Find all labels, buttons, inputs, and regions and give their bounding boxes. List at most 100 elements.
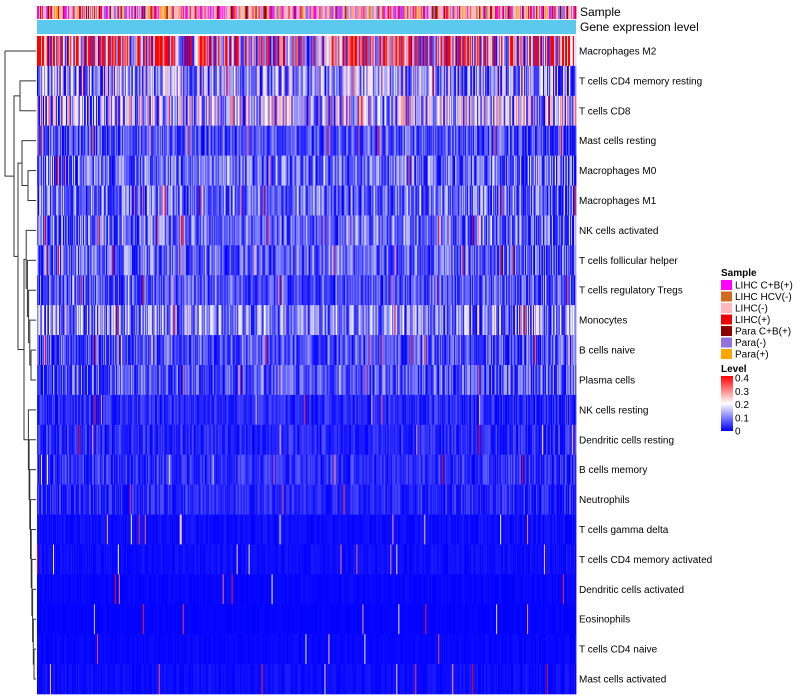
heatmap-cell <box>298 215 300 246</box>
heatmap-cell <box>434 36 436 67</box>
sample-cell <box>563 6 565 19</box>
heatmap-cell <box>472 65 474 97</box>
heatmap-cell <box>77 155 80 186</box>
heatmap-cell <box>70 36 73 67</box>
heatmap-cell <box>100 65 103 97</box>
heatmap-cell <box>374 95 376 127</box>
heatmap-cell <box>188 185 191 216</box>
heatmap-cell <box>177 125 180 156</box>
heatmap-cell <box>108 245 111 276</box>
heatmap-cell <box>273 95 275 127</box>
heatmap-cell <box>509 125 511 156</box>
heatmap-cell <box>277 215 279 246</box>
sample-cell <box>108 6 111 19</box>
heatmap-cell <box>105 155 108 186</box>
sample-cell <box>196 6 199 19</box>
heatmap-cell <box>430 215 432 246</box>
heatmap-cell <box>173 95 176 127</box>
heatmap-cell <box>473 95 475 127</box>
heatmap-cell <box>473 65 475 97</box>
heatmap-cell <box>432 95 434 127</box>
heatmap-cell <box>490 215 492 246</box>
heatmap-cell <box>140 65 143 97</box>
heatmap-cell <box>436 95 438 127</box>
heatmap-cell <box>286 65 288 97</box>
heatmap-cell <box>220 215 223 246</box>
heatmap-cell <box>115 36 118 67</box>
sample-cell <box>334 6 336 19</box>
heatmap-cell <box>39 36 42 67</box>
heatmap-cell <box>61 215 64 246</box>
heatmap-cell <box>166 95 169 127</box>
heatmap-cell <box>342 125 344 156</box>
heatmap-cell <box>500 65 502 97</box>
sample-cell <box>124 6 127 19</box>
heatmap-cell <box>474 215 476 246</box>
heatmap-cell <box>195 125 198 156</box>
heatmap-cell <box>70 95 73 127</box>
heatmap-cell <box>279 36 281 67</box>
heatmap-cell <box>411 155 413 186</box>
heatmap-cell <box>387 95 389 127</box>
heatmap-cell <box>354 36 356 67</box>
heatmap-cell <box>353 65 355 97</box>
heatmap-cell <box>328 36 330 67</box>
heatmap-cell <box>37 95 40 127</box>
heatmap-cell <box>82 36 85 67</box>
heatmap-cell <box>422 215 424 246</box>
sample-cell <box>515 6 517 19</box>
heatmap-cell <box>296 36 298 67</box>
sample-cell <box>94 6 97 19</box>
heatmap-cell <box>529 95 531 127</box>
sample-cell <box>359 6 361 19</box>
sample-cell <box>431 6 433 19</box>
heatmap-cell <box>84 245 87 276</box>
heatmap-cell <box>159 185 162 216</box>
heatmap-cell <box>255 155 257 186</box>
heatmap-cell <box>468 65 470 97</box>
heatmap-cell <box>420 95 422 127</box>
heatmap-cell <box>348 215 350 246</box>
heatmap-cell <box>192 155 195 186</box>
heatmap-cell <box>113 65 116 97</box>
heatmap-cell <box>363 125 365 156</box>
heatmap-cell <box>432 155 434 186</box>
heatmap-cell <box>127 215 130 246</box>
heatmap-cell <box>436 36 438 67</box>
heatmap-cell <box>64 185 67 216</box>
heatmap-cell <box>434 215 436 246</box>
heatmap-cell <box>111 185 114 216</box>
sample-cell <box>425 6 427 19</box>
heatmap-cell <box>466 95 468 127</box>
heatmap-cell <box>238 36 241 67</box>
heatmap-cell <box>71 95 74 127</box>
sample-cell <box>92 6 95 19</box>
heatmap-cell <box>285 125 287 156</box>
heatmap-cell <box>63 185 66 216</box>
heatmap-cell <box>91 245 94 276</box>
heatmap-cell <box>369 95 371 127</box>
heatmap-cell <box>522 36 524 67</box>
heatmap-cell <box>160 95 163 127</box>
heatmap-cell <box>568 215 570 246</box>
heatmap-cell <box>168 185 171 216</box>
heatmap-cell <box>466 65 468 97</box>
heatmap-cell <box>279 125 281 156</box>
heatmap-cell <box>163 125 166 156</box>
heatmap-cell <box>73 36 76 67</box>
sample-cell <box>114 6 117 19</box>
heatmap-cell <box>331 65 333 97</box>
heatmap-cell <box>380 36 382 67</box>
heatmap-cell <box>104 36 107 67</box>
heatmap-cell <box>127 155 130 186</box>
heatmap-cell <box>326 155 328 186</box>
heatmap-cell <box>307 65 309 97</box>
heatmap-cell <box>547 155 549 186</box>
heatmap-cell <box>509 36 511 67</box>
heatmap-cell <box>211 185 214 216</box>
heatmap-cell <box>249 95 252 127</box>
heatmap-cell <box>115 65 118 97</box>
heatmap-cell <box>70 65 73 97</box>
heatmap-cell <box>411 95 413 127</box>
heatmap-cell <box>333 185 335 216</box>
